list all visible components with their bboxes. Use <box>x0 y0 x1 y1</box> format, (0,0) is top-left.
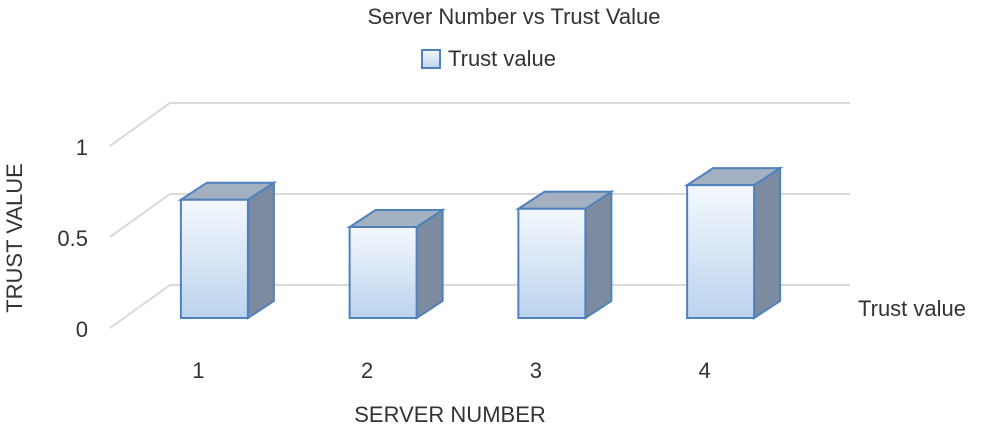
bar-front <box>686 184 756 319</box>
bar-front <box>517 207 587 319</box>
x-tick-label: 4 <box>699 358 711 383</box>
grid-line <box>109 193 850 238</box>
y-tick-label: 0 <box>76 317 88 342</box>
bar <box>515 189 615 320</box>
legend-swatch <box>421 49 441 69</box>
bar-side <box>753 166 782 320</box>
grid-line <box>109 102 850 147</box>
bar <box>346 208 446 320</box>
bar-front <box>179 198 249 319</box>
x-tick-label: 2 <box>361 358 373 383</box>
legend-label: Trust value <box>448 46 556 71</box>
bar-side <box>246 180 275 320</box>
chart-title: Server Number vs Trust Value <box>367 4 660 29</box>
y-tick-label: 0.5 <box>57 226 88 251</box>
bar-side <box>584 189 613 320</box>
y-axis-title: TRUST VALUE <box>2 163 27 313</box>
x-tick-label: 1 <box>192 358 204 383</box>
bar-front <box>348 226 418 319</box>
bar <box>177 180 278 320</box>
y-tick-label: 1 <box>76 135 88 160</box>
grid-line <box>109 284 850 329</box>
bar <box>683 166 784 320</box>
depth-axis-label: Trust value <box>858 296 966 321</box>
bar-side <box>415 208 444 320</box>
x-axis-title: SERVER NUMBER <box>354 402 546 427</box>
x-tick-label: 3 <box>530 358 542 383</box>
